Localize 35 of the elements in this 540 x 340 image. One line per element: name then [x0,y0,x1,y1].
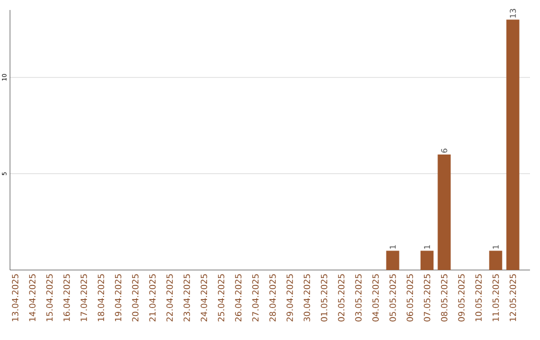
x-tick-label: 26.04.2025 [235,274,242,322]
x-tick-label: 12.05.2025 [510,274,516,322]
bar [420,250,434,270]
x-tick-label: 23.04.2025 [184,274,190,322]
x-tick-label: 16.04.2025 [63,274,70,322]
x-tick-label: 06.05.2025 [406,274,414,322]
x-tick-label: 10.05.2025 [475,274,482,322]
x-tick-label: 27.04.2025 [252,274,259,322]
x-tick-label: 13.04.2025 [12,274,18,322]
x-tick-label: 04.05.2025 [372,274,379,322]
bar [386,250,400,270]
x-tick-label: 21.04.2025 [149,274,156,322]
x-tick-label: 20.04.2025 [132,274,138,322]
x-tick-label: 08.05.2025 [441,274,448,322]
x-tick-label: 15.04.2025 [46,274,53,322]
x-tick-label: 28.04.2025 [269,274,276,322]
x-tick-label: 29.04.2025 [286,274,293,322]
x-tick-label: 03.05.2025 [355,274,362,322]
x-tick-label: 22.04.2025 [166,274,173,322]
x-tick-label: 02.05.2025 [338,274,344,322]
x-tick-label: 14.04.2025 [29,274,36,322]
bar [438,154,451,270]
bar [489,250,502,270]
x-tick-label: 17.04.2025 [80,274,88,322]
x-tick-label: 01.05.2025 [320,274,328,322]
x-tick-label: 05.05.2025 [390,274,396,322]
x-tick-label: 30.04.2025 [304,274,310,322]
x-tick-label: 09.05.2025 [458,274,465,322]
bar [506,20,520,270]
x-tick-label: 25.04.2025 [218,274,224,322]
x-tick-label: 11.05.2025 [492,274,499,322]
x-tick-label: 19.04.2025 [114,274,122,322]
x-tick-label: 18.04.2025 [98,274,104,322]
x-tick-label: 24.04.2025 [200,274,208,322]
x-tick-label: 07.05.2025 [424,274,430,322]
